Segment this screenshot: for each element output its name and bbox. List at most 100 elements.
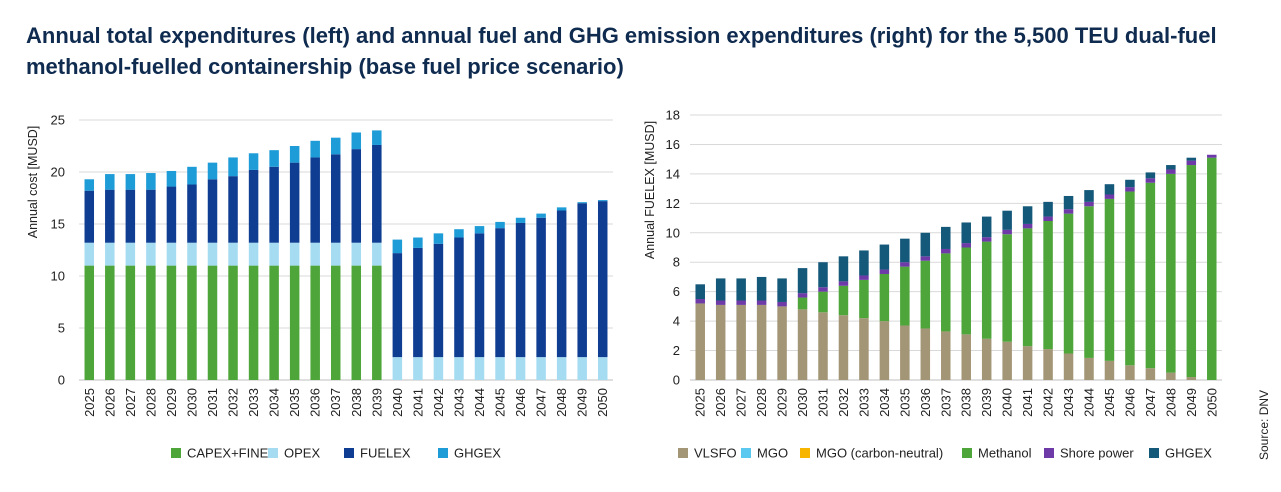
right-x-tick-label: 2027 (734, 388, 749, 417)
right-x-tick-label: 2025 (693, 388, 708, 417)
right-bar-segment (1104, 360, 1115, 380)
left-bar-segment (84, 179, 95, 191)
right-bar-segment (695, 299, 705, 304)
right-bar-segment (695, 284, 705, 300)
left-bar-segment (125, 174, 136, 190)
left-x-tick-label: 2032 (226, 388, 241, 417)
right-x-tick-label: 2050 (1204, 388, 1219, 417)
right-bar-segment (1166, 169, 1176, 174)
left-bar-segment (289, 265, 300, 380)
left-bar-segment (310, 265, 320, 380)
right-bar-segment (1104, 184, 1115, 195)
right-bar-segment (1063, 213, 1074, 354)
right-bar-segment (818, 291, 828, 313)
left-legend-label: FUELEX (360, 446, 411, 461)
left-bar-segment (495, 357, 505, 380)
right-bar-segment (818, 312, 828, 380)
right-x-tick-label: 2036 (918, 388, 933, 417)
left-bar-segment (351, 242, 362, 266)
left-bar-segment (166, 170, 177, 187)
right-bar-segment (859, 275, 869, 280)
left-legend-swatch (438, 448, 448, 458)
right-bar-segment (838, 285, 849, 316)
left-bar-segment (577, 203, 587, 358)
left-bar-segment (413, 357, 423, 380)
right-y-tick-label: 12 (666, 196, 680, 211)
right-legend-label: GHGEX (1165, 446, 1212, 461)
right-bar-segment (981, 216, 992, 238)
left-bar-segment (433, 243, 444, 358)
left-bar-segment (556, 207, 567, 211)
left-x-tick-label: 2030 (184, 388, 199, 417)
left-bar-segment (577, 357, 587, 380)
right-y-tick-label: 8 (673, 255, 680, 270)
left-bar-segment (125, 265, 136, 380)
right-bar-segment (1002, 234, 1012, 342)
right-legend-label: MGO (carbon-neutral) (816, 446, 943, 461)
right-bar-segment (941, 248, 951, 254)
right-legend-swatch (741, 448, 751, 458)
left-y-tick-label: 20 (51, 165, 65, 180)
left-bar-segment (556, 210, 567, 358)
right-bar-segment (1043, 221, 1053, 350)
right-bar-segment (900, 238, 910, 263)
left-bar-segment (105, 174, 115, 190)
left-bar-segment (372, 130, 382, 145)
right-legend-swatch (1044, 448, 1054, 458)
left-bar-segment (105, 189, 115, 243)
left-bar-segment (269, 242, 279, 266)
right-bar-segment (736, 278, 746, 301)
right-bar-segment (1145, 172, 1156, 179)
left-bar-segment (372, 144, 382, 243)
right-bar-segment (1104, 198, 1115, 361)
left-bar-segment (207, 179, 218, 243)
right-x-tick-label: 2041 (1020, 388, 1035, 417)
left-bar-segment (125, 189, 136, 243)
left-x-tick-label: 2029 (164, 388, 179, 417)
left-bar-segment (474, 357, 485, 380)
right-bar-segment (879, 269, 890, 274)
left-y-tick-label: 5 (58, 321, 65, 336)
left-bar-segment (187, 265, 197, 380)
right-bar-segment (859, 318, 869, 380)
left-legend-label: GHGEX (454, 446, 501, 461)
left-bar-segment (351, 132, 362, 150)
left-x-tick-label: 2049 (575, 388, 590, 417)
left-bar-segment (146, 265, 156, 380)
left-bar-segment (269, 265, 279, 380)
right-bar-segment (1022, 223, 1033, 229)
right-legend-label: Methanol (978, 446, 1032, 461)
left-bar-segment (84, 242, 95, 266)
right-y-axis-label: Annual FUELEX [MUSD] (643, 121, 657, 259)
right-bar-segment (961, 247, 971, 335)
right-bar-segment (1145, 182, 1156, 369)
right-bar-segment (920, 328, 931, 380)
left-bar-segment (495, 228, 505, 358)
left-bar-segment (105, 265, 115, 380)
left-bar-segment (269, 166, 279, 243)
right-bar-segment (1125, 179, 1135, 188)
right-bar-segment (1043, 216, 1053, 221)
right-bar-segment (756, 276, 767, 301)
right-x-tick-label: 2048 (1163, 388, 1178, 417)
left-bar-segment (597, 357, 608, 380)
left-bar-segment (146, 173, 156, 190)
left-bar-segment (207, 162, 218, 180)
left-x-tick-label: 2047 (534, 388, 549, 417)
left-x-tick-label: 2048 (554, 388, 569, 417)
left-x-tick-label: 2038 (349, 388, 364, 417)
right-x-tick-label: 2029 (775, 388, 790, 417)
left-bar-segment (515, 357, 526, 380)
right-bar-segment (879, 321, 890, 380)
right-bar-segment (900, 262, 910, 267)
right-bar-segment (859, 250, 869, 276)
right-bar-segment (1166, 173, 1176, 373)
left-y-tick-label: 15 (51, 217, 65, 232)
right-bar-segment (715, 304, 726, 380)
left-bar-segment (454, 237, 464, 358)
right-y-tick-label: 4 (673, 314, 680, 329)
right-legend-swatch (678, 448, 688, 458)
right-bar-segment (961, 243, 971, 248)
right-bar-segment (1022, 228, 1033, 347)
left-bar-segment (228, 157, 238, 177)
